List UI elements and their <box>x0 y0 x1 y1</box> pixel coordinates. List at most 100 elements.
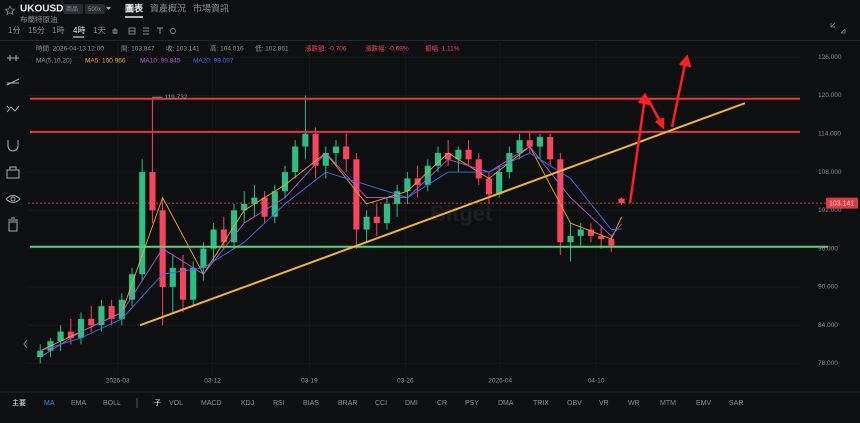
symbol[interactable]: UKOUSD <box>20 4 63 15</box>
leverage[interactable]: 500x <box>88 7 101 13</box>
candle-body <box>98 306 105 326</box>
ma-line <box>39 145 622 358</box>
candle-body <box>485 178 493 195</box>
indicator[interactable]: WR <box>628 400 640 407</box>
candle-body <box>343 146 350 160</box>
indicator[interactable]: BIAS <box>303 400 319 407</box>
candle-body <box>383 203 391 224</box>
indicator[interactable]: BOLL <box>103 400 121 407</box>
timeframe[interactable]: 1天 <box>93 26 105 35</box>
candle-body <box>118 299 125 319</box>
info-item: 漲跌額: -0.706 <box>305 44 347 53</box>
indicator[interactable]: DMI <box>405 400 418 407</box>
info-item: 高: 104.016 <box>210 44 244 53</box>
candle-body <box>128 274 136 300</box>
ma-line <box>40 152 622 352</box>
ma-legend-label: MA(5,10,20) <box>36 58 72 65</box>
timeframe[interactable]: 1時 <box>52 26 64 35</box>
indicator[interactable]: OBV <box>567 400 582 407</box>
candle-body <box>598 235 605 240</box>
candle-body <box>220 229 227 243</box>
candle-body <box>149 172 156 211</box>
y-tick-label: 90.000 <box>818 284 838 291</box>
indicator[interactable]: KDJ <box>241 400 254 407</box>
badge: 商品 <box>66 5 78 13</box>
candle-body <box>210 229 217 249</box>
main-label: 主要 <box>12 398 26 407</box>
candle-body <box>424 165 431 185</box>
ma-legend-item: MA5: 100.966 <box>85 58 126 65</box>
ma-legend-item: MA10: 99.845 <box>140 58 181 65</box>
info-item: 漲跌幅: -0.68% <box>365 44 409 53</box>
timeframe[interactable]: 1分 <box>8 26 20 35</box>
dropdown-icon[interactable] <box>106 7 111 10</box>
candle-body <box>526 140 533 147</box>
candle-body <box>434 152 442 166</box>
info-item: 開: 103.847 <box>121 45 155 53</box>
candle-body <box>577 229 584 236</box>
y-tick-label: 126.000 <box>818 54 842 61</box>
candle-body <box>251 197 258 204</box>
candle-body <box>547 136 554 160</box>
candle-body <box>363 216 370 230</box>
max-label: 119.732 <box>164 94 187 101</box>
indicator[interactable]: SAR <box>729 400 743 407</box>
candle-body <box>139 172 146 275</box>
tab[interactable]: 市場資訊 <box>193 2 229 13</box>
left-toolbar[interactable] <box>5 55 28 349</box>
indicator[interactable]: TRIX <box>533 400 549 407</box>
y-tick-label: 120.000 <box>818 92 842 99</box>
indicator[interactable]: BRAR <box>338 400 357 407</box>
indicator[interactable]: EMV <box>696 400 712 407</box>
indicator[interactable]: MA <box>44 400 55 407</box>
candle-body <box>77 318 85 338</box>
y-tick-label: 78.000 <box>818 360 838 367</box>
current-price: 103.141 <box>829 200 854 207</box>
candle-body <box>88 318 95 326</box>
y-tick-label: 114.000 <box>818 131 841 138</box>
badge-bg <box>63 4 83 14</box>
indicator[interactable]: CR <box>437 400 447 407</box>
candle-body <box>496 172 503 195</box>
trend-line <box>139 102 746 327</box>
candle-body <box>404 178 411 192</box>
x-tick-label: 03-12 <box>204 378 221 385</box>
candle-body <box>261 197 268 217</box>
x-tick-label: 03-26 <box>397 378 414 385</box>
candle-body <box>57 331 64 342</box>
y-tick-label: 102.000 <box>818 207 842 214</box>
favorite-icon[interactable] <box>4 5 16 16</box>
indicator[interactable]: DMA <box>498 400 514 407</box>
tab[interactable]: 圖表 <box>125 2 144 13</box>
candle-body <box>373 216 380 224</box>
indicator[interactable]: EMA <box>71 400 87 407</box>
candle-body <box>302 133 309 147</box>
candle-body <box>445 152 452 160</box>
indicator[interactable]: VOL <box>169 400 183 407</box>
toolbar-icons[interactable] <box>112 27 176 35</box>
candle-body <box>608 239 615 246</box>
arrows <box>628 54 692 204</box>
candle-body <box>292 146 299 173</box>
chart: Bitget 119.732 <box>28 40 828 375</box>
info-item: 時間: 2026-04-13 12:00 <box>36 45 104 53</box>
x-tick-label: 2026-03 <box>106 378 130 385</box>
indicator[interactable]: CCI <box>375 400 387 407</box>
indicator[interactable]: MACD <box>201 400 222 407</box>
candle-body <box>37 350 44 358</box>
indicator[interactable]: VR <box>599 400 609 407</box>
indicator[interactable]: PSY <box>465 400 479 407</box>
candle-body <box>465 149 472 160</box>
candle-body <box>281 172 289 192</box>
indicator[interactable]: MTM <box>660 400 676 407</box>
candle-body <box>332 146 340 153</box>
tab[interactable]: 資產概況 <box>150 2 186 13</box>
indicator[interactable]: RSI <box>273 400 285 407</box>
timeframe[interactable]: 15分 <box>28 26 45 35</box>
fullscreen-icon[interactable] <box>830 22 846 34</box>
info-item: 振幅: 1.11% <box>425 44 460 53</box>
ma-legend-item: MA20: 99.097 <box>193 58 234 65</box>
candle-body <box>190 267 197 300</box>
timeframe[interactable]: 4時 <box>73 26 85 35</box>
info-item: 低: 102.861 <box>255 44 289 53</box>
